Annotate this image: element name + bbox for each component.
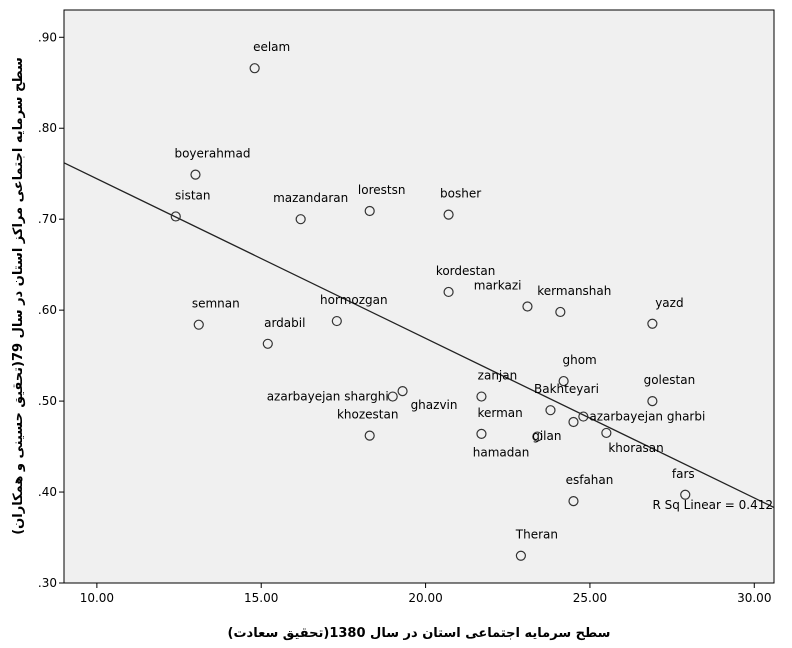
plot-background (63, 9, 775, 584)
data-point-label: eelam (253, 40, 290, 54)
x-tick-label: 15.00 (244, 591, 278, 605)
data-point-label: ghom (562, 353, 596, 367)
y-tick-label: .50 (38, 394, 57, 408)
data-point-label: Bakhteyari (534, 382, 599, 396)
fit-line-layer (63, 162, 775, 509)
x-tick-label: 30.00 (737, 591, 771, 605)
x-axis-title: سطح سرمایه اجتماعی استان در سال 1380(تحق… (228, 626, 611, 641)
x-tick-label: 10.00 (80, 591, 114, 605)
data-point (647, 318, 658, 329)
data-point (397, 385, 408, 397)
data-point-label: yazd (655, 296, 683, 310)
data-point-label: mazandaran (273, 191, 348, 205)
data-point (515, 550, 526, 561)
data-point (647, 395, 658, 407)
data-point-label: kermanshah (537, 284, 611, 298)
data-point (680, 489, 691, 500)
data-point-label: zanjan (478, 369, 518, 383)
data-point (476, 391, 487, 402)
data-point-label: markazi (474, 279, 522, 293)
data-point-label: esfahan (566, 473, 614, 487)
y-tick-label: .90 (38, 30, 57, 44)
data-point-label: gilan (532, 429, 561, 443)
data-point (601, 427, 612, 439)
r-squared-annotation: R Sq Linear = 0.412 (652, 498, 773, 512)
data-point (262, 338, 273, 349)
data-point (331, 315, 342, 327)
data-point-label: boyerahmad (174, 147, 250, 161)
data-point (170, 211, 181, 222)
data-point-label: fars (672, 467, 695, 481)
data-point (568, 416, 579, 428)
y-axis-title: سطح سرمایه اجتماعی مراکز استان در سال 79… (11, 57, 26, 535)
data-point-label: ghazvin (411, 398, 458, 412)
x-axis-ticks: 10.00 15.00 20.00 25.00 30.00 (80, 583, 771, 605)
y-tick-label: .80 (38, 121, 57, 135)
data-point (476, 428, 487, 439)
x-tick-label: 20.00 (408, 591, 442, 605)
data-point (443, 286, 454, 298)
y-tick-label: .30 (38, 576, 57, 590)
y-axis-ticks: .30 .40 .50 .60 .70 .80 .90 (38, 30, 64, 590)
data-point (558, 375, 569, 387)
data-point-label: lorestsn (358, 183, 406, 197)
x-tick-label: 25.00 (573, 591, 607, 605)
fit-line (63, 162, 775, 509)
data-point (295, 214, 306, 225)
data-point-label: Theran (515, 528, 558, 542)
data-point (190, 169, 201, 180)
data-point-label: khorasan (608, 441, 663, 455)
data-point (364, 430, 375, 441)
data-point (555, 306, 566, 318)
y-tick-label: .40 (38, 485, 57, 499)
data-point-label: kordestan (436, 264, 496, 278)
data-point (545, 405, 556, 416)
data-point-label: azarbayejan sharghi (267, 390, 389, 404)
point-labels-layer: eelam boyerahmad sistan mazandaran lorestsn b… (174, 40, 705, 542)
data-point (532, 431, 543, 442)
data-point-label: hamadan (473, 446, 530, 460)
points-layer (170, 63, 691, 561)
data-point (193, 319, 204, 330)
data-point-label: bosher (440, 187, 481, 201)
data-point (249, 63, 260, 74)
data-point-label: khozestan (337, 408, 399, 422)
data-point-label: semnan (192, 297, 240, 311)
data-point (443, 209, 454, 220)
data-point-label: ardabil (264, 316, 305, 330)
data-point-label: azarbayejan gharbi (589, 410, 705, 424)
data-point-label: sistan (175, 188, 211, 202)
data-point (364, 205, 375, 217)
data-point (522, 301, 533, 312)
data-point (387, 391, 398, 402)
y-tick-label: .60 (38, 303, 57, 317)
data-point (578, 411, 589, 422)
y-tick-label: .70 (38, 212, 57, 226)
data-point-label: hormozgan (320, 293, 388, 307)
data-point-label: golestan (644, 373, 696, 387)
data-point-label: kerman (477, 406, 522, 420)
data-point (568, 496, 579, 507)
